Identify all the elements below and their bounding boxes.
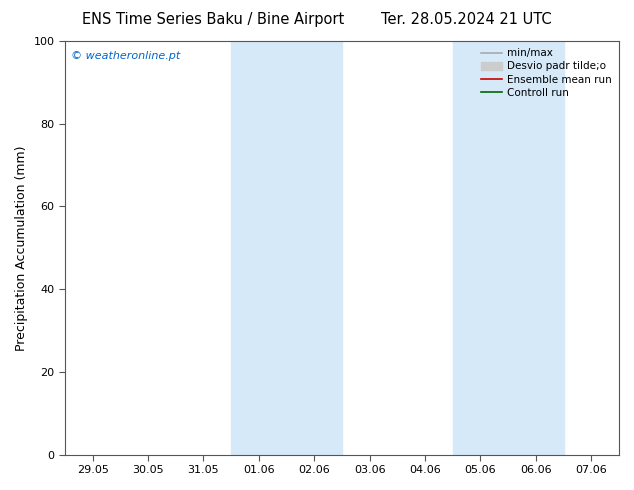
Legend: min/max, Desvio padr tilde;o, Ensemble mean run, Controll run: min/max, Desvio padr tilde;o, Ensemble m… <box>477 44 616 102</box>
Text: Ter. 28.05.2024 21 UTC: Ter. 28.05.2024 21 UTC <box>381 12 552 27</box>
Bar <box>231 41 342 455</box>
Y-axis label: Precipitation Accumulation (mm): Precipitation Accumulation (mm) <box>15 145 28 350</box>
Bar <box>453 41 564 455</box>
Text: ENS Time Series Baku / Bine Airport: ENS Time Series Baku / Bine Airport <box>82 12 345 27</box>
Text: © weatheronline.pt: © weatheronline.pt <box>70 51 180 61</box>
